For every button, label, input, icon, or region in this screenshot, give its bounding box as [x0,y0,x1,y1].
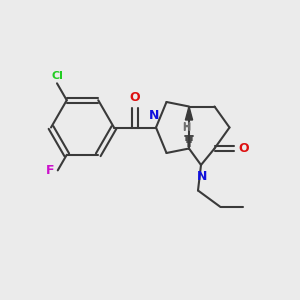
Text: Cl: Cl [51,71,63,81]
Text: H: H [182,122,191,132]
Text: N: N [149,109,160,122]
Text: H: H [182,123,191,133]
Text: O: O [238,142,249,155]
Text: O: O [130,92,140,104]
Text: N: N [197,169,208,182]
Polygon shape [185,106,193,120]
Text: F: F [46,164,54,177]
